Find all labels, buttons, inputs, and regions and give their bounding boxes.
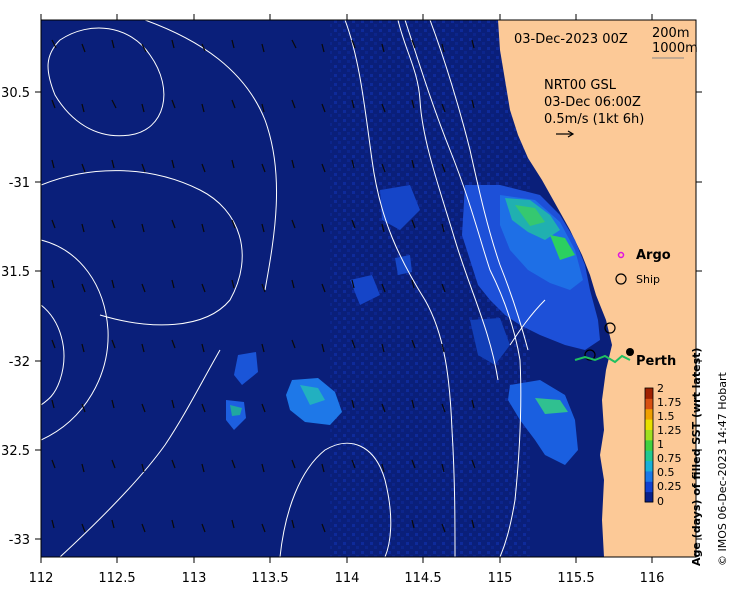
axis-ticks: [35, 14, 702, 563]
sst-patches: [226, 185, 600, 465]
colorbar: 2 1.75 1.5 1.25 1 0.75 0.5 0.25 0 Age (d…: [644, 348, 703, 566]
colorbar-swatch: [645, 419, 653, 430]
colorbar-swatch: [645, 450, 653, 462]
colorbar-swatch: [645, 388, 653, 399]
plot-frame: [40, 19, 697, 558]
colorbar-swatch: [645, 439, 653, 451]
colorbar-tick: 0.75: [657, 452, 682, 465]
y-tick-label: 30.5: [1, 86, 30, 101]
x-tick-label: 116: [640, 571, 665, 586]
current-model-label: NRT00 GSL: [544, 78, 617, 93]
y-tick-label: -33: [9, 533, 30, 548]
current-vectors: [51, 39, 476, 533]
x-tick-label: 115: [488, 571, 513, 586]
colorbar-tick: 2: [657, 382, 664, 395]
colorbar-swatch: [645, 408, 653, 420]
colorbar-tick: 1: [657, 438, 664, 451]
colorbar-tick: 1.25: [657, 424, 682, 437]
ship-marker-icon: [615, 273, 627, 285]
x-tick-label: 114.5: [404, 571, 441, 586]
colorbar-title: Age (days) of filled SST (wrt latest): [690, 348, 703, 566]
x-tick-label: 113.5: [251, 571, 288, 586]
x-tick-label: 114: [335, 571, 360, 586]
y-tick-label: 31.5: [1, 265, 30, 280]
contour-legend-200m: 200m: [652, 26, 689, 41]
colorbar-swatch: [645, 398, 653, 410]
place-label-perth: Perth: [636, 354, 676, 369]
ship-legend-label: Ship: [636, 273, 660, 286]
contour-legend-1000m: 1000m: [652, 41, 698, 56]
map-plot-area: [41, 20, 696, 557]
y-tick-label: -31: [9, 176, 30, 191]
colorbar-tick: 1.75: [657, 396, 682, 409]
colorbar-tick: 0: [657, 495, 664, 508]
colorbar-tick: 1.5: [657, 410, 675, 423]
map-title: 03-Dec-2023 00Z: [514, 32, 628, 47]
vector-scale-label: 0.5m/s (1kt 6h): [544, 112, 644, 127]
contour-lines: [41, 20, 546, 557]
credit-text: © IMOS 06-Dec-2023 14:47 Hobart: [716, 371, 729, 566]
x-tick-label: 113: [182, 571, 207, 586]
colorbar-swatch: [645, 470, 653, 482]
current-time-label: 03-Dec 06:00Z: [544, 95, 641, 110]
colorbar-tick: 0.5: [657, 466, 675, 479]
colorbar-swatch: [645, 481, 653, 493]
argo-marker-icon: [617, 251, 625, 259]
colorbar-swatch: [645, 429, 653, 441]
argo-legend-label: Argo: [636, 248, 671, 263]
colorbar-swatch: [645, 460, 653, 472]
vector-scale-arrow: [556, 130, 575, 138]
x-tick-label: 112: [29, 571, 54, 586]
colorbar-tick: 0.25: [657, 480, 682, 493]
x-tick-label: 112.5: [98, 571, 135, 586]
colorbar-swatch: [645, 491, 653, 503]
y-tick-label: 32.5: [1, 444, 30, 459]
ship-tracks: [574, 322, 631, 364]
perth-location-icon: [626, 348, 634, 356]
x-tick-label: 115.5: [557, 571, 594, 586]
y-tick-label: -32: [9, 355, 30, 370]
